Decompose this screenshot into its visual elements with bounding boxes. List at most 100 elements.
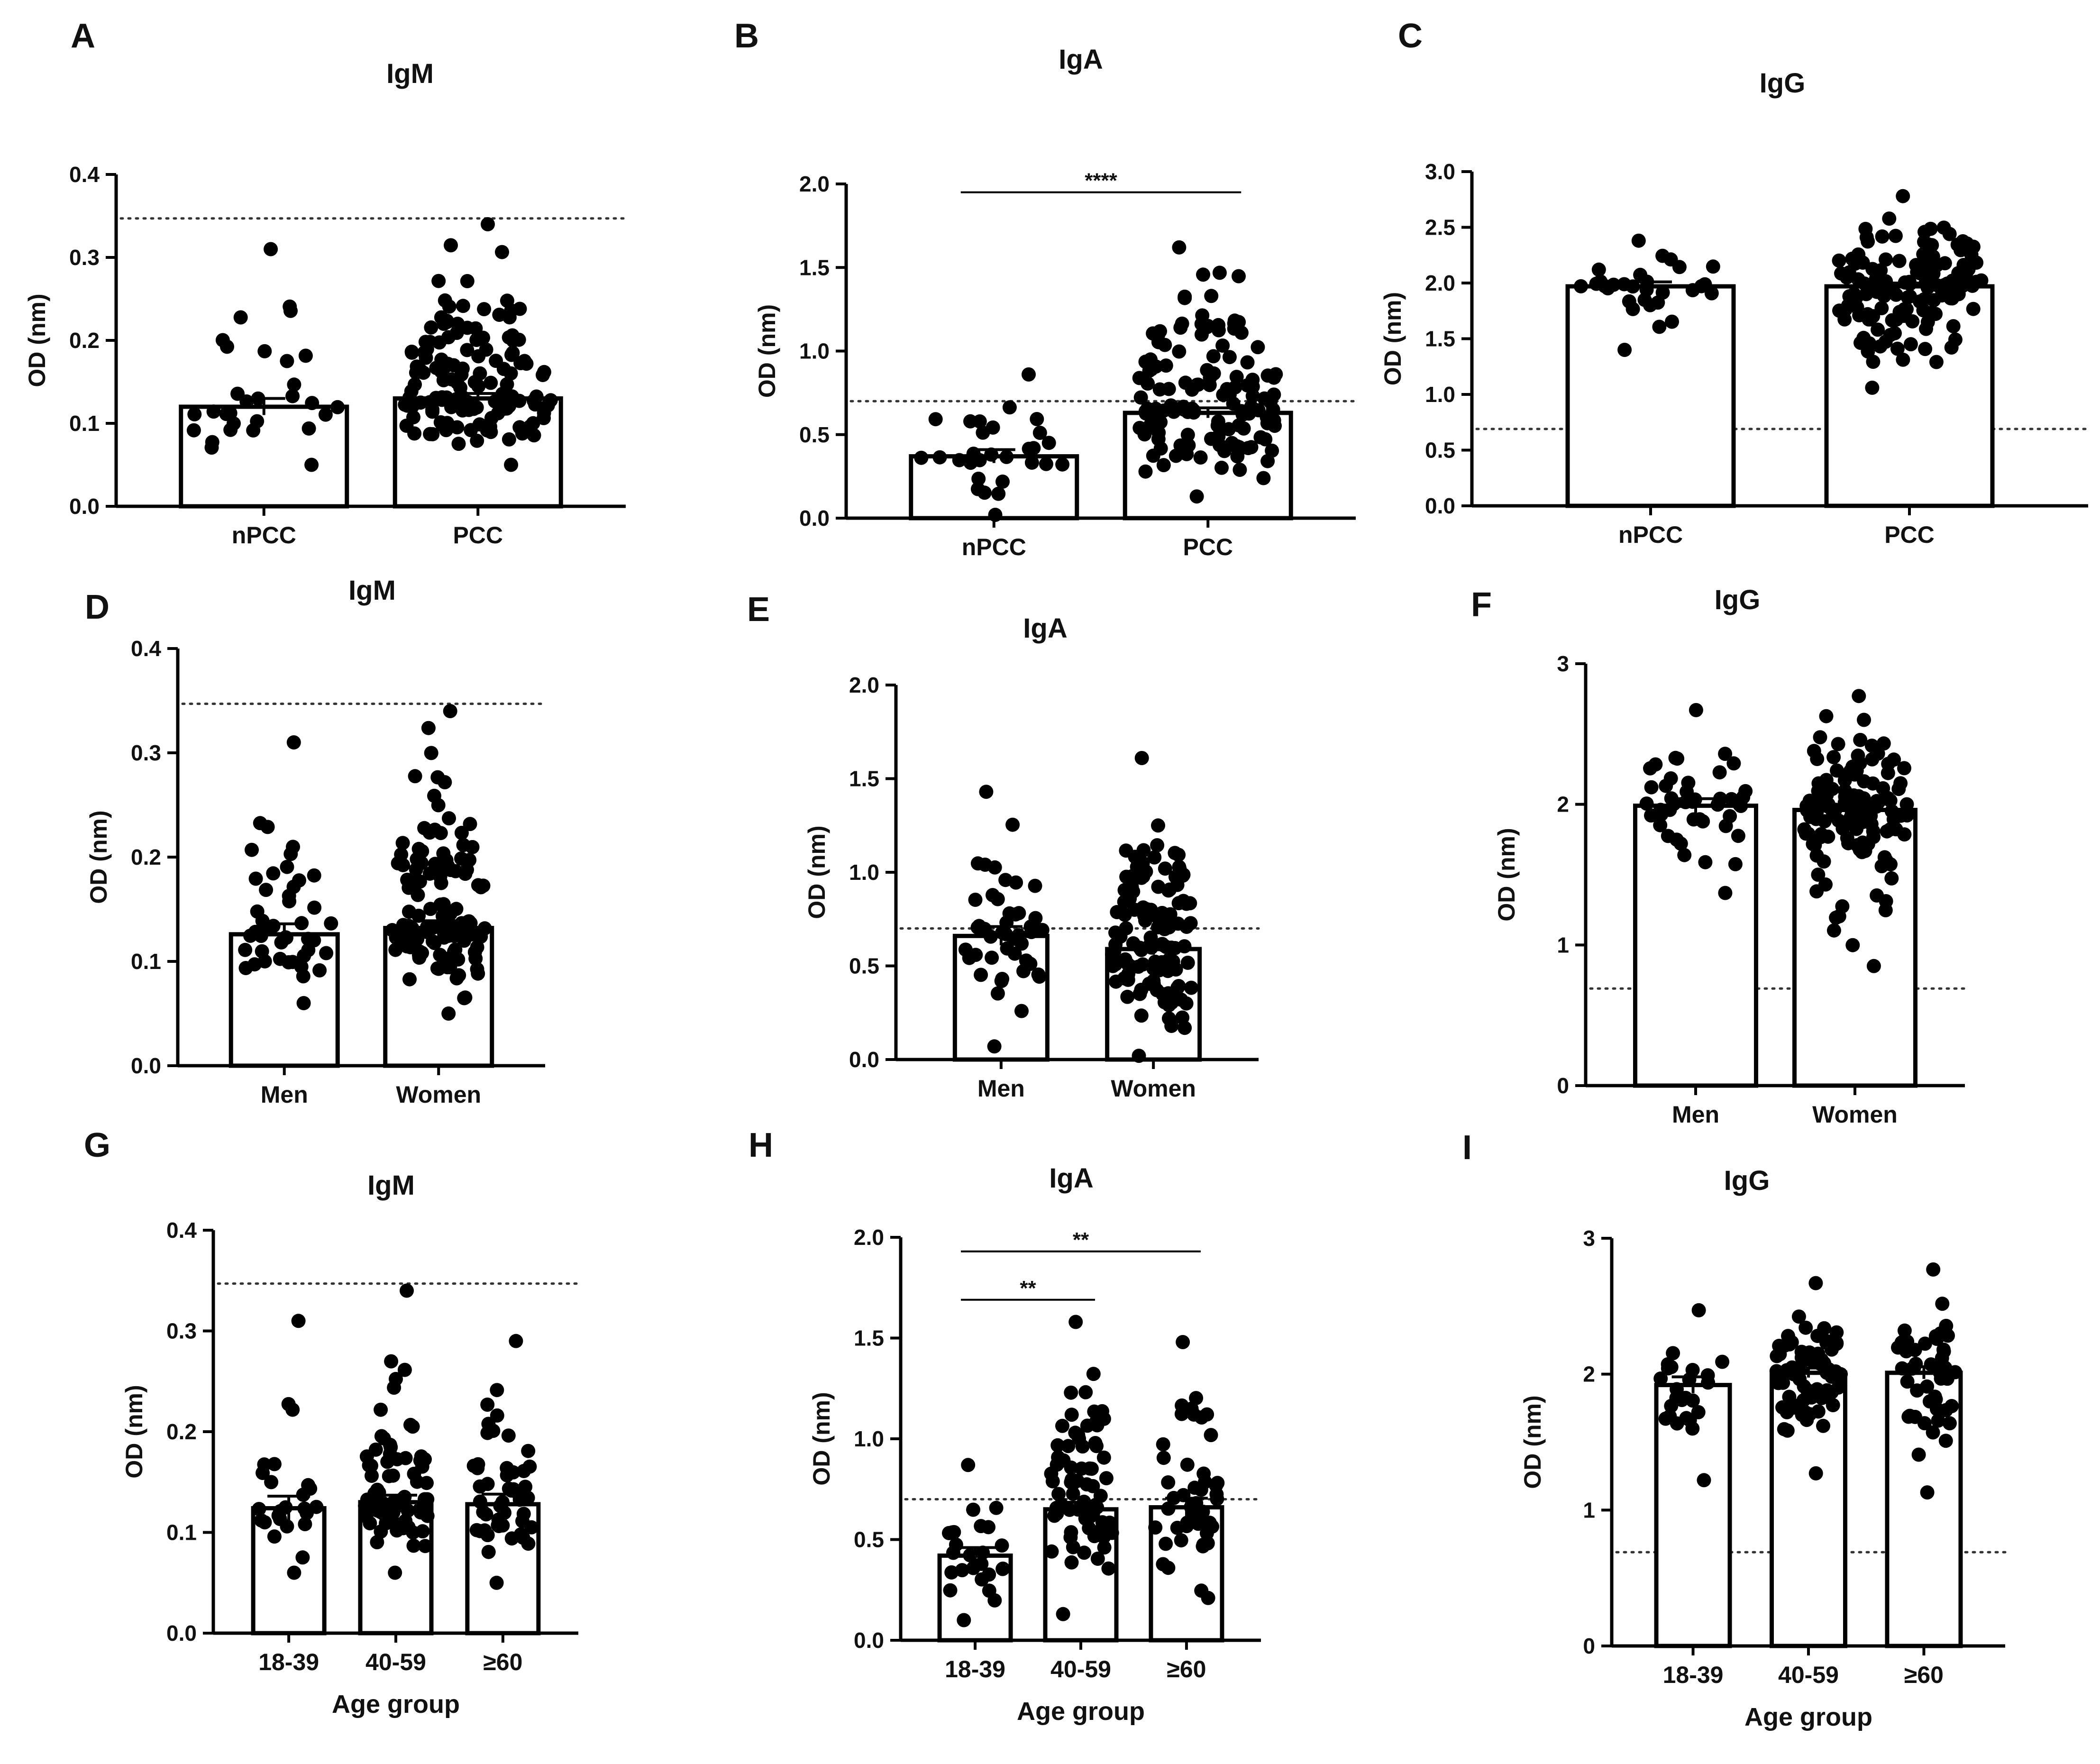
data-point <box>1212 265 1227 280</box>
data-point <box>491 1512 506 1527</box>
data-point <box>404 345 419 359</box>
data-point <box>1167 404 1181 419</box>
y-tick-label: 3.0 <box>1425 159 1455 184</box>
data-point <box>1858 844 1872 858</box>
data-point <box>363 1516 377 1531</box>
data-point <box>252 1502 266 1517</box>
y-tick-label: 1.5 <box>1425 327 1455 351</box>
data-point <box>282 888 296 903</box>
panel-title: IgM <box>367 1170 415 1201</box>
data-point <box>435 390 449 405</box>
data-point <box>1064 1472 1079 1487</box>
data-point <box>388 1565 402 1580</box>
data-point <box>1101 1561 1116 1576</box>
category-label: Women <box>396 1081 481 1108</box>
data-point <box>1171 848 1186 862</box>
data-point <box>974 968 988 982</box>
y-tick-label: 0.3 <box>131 740 161 765</box>
data-point <box>1664 1398 1679 1413</box>
data-point <box>1670 1382 1684 1397</box>
y-tick-label: 2 <box>1557 792 1569 817</box>
data-point <box>1811 1404 1826 1419</box>
data-point <box>1879 894 1893 908</box>
data-point <box>995 1562 1010 1576</box>
data-point <box>1574 279 1588 293</box>
data-point <box>384 1354 399 1369</box>
data-point <box>1681 776 1696 790</box>
data-point <box>976 1545 990 1560</box>
category-label: PCC <box>453 522 503 548</box>
data-point <box>1251 340 1265 355</box>
data-point <box>1891 782 1906 796</box>
data-point <box>440 920 455 935</box>
data-point <box>991 486 1006 501</box>
data-point <box>1897 1323 1912 1338</box>
data-point <box>1923 308 1937 323</box>
y-tick-label: 1 <box>1583 1498 1595 1522</box>
data-point <box>220 339 234 354</box>
data-point <box>390 1523 404 1538</box>
data-point <box>1196 267 1210 282</box>
data-point <box>259 883 274 897</box>
data-point <box>1178 375 1193 390</box>
x-axis-label: Age group <box>1017 1697 1145 1726</box>
data-point <box>1901 1409 1916 1424</box>
data-point <box>1663 771 1678 786</box>
data-point <box>287 1565 301 1580</box>
data-point <box>1617 343 1632 357</box>
data-point <box>1078 1385 1093 1399</box>
data-point <box>406 410 420 425</box>
data-point <box>398 397 412 412</box>
data-point <box>267 1529 282 1544</box>
data-point <box>1209 1478 1223 1493</box>
data-point <box>1099 1471 1114 1486</box>
data-point <box>1845 938 1860 952</box>
y-tick-label: 0.1 <box>166 1520 197 1545</box>
data-point <box>1865 380 1880 395</box>
data-point <box>1206 349 1221 364</box>
data-point <box>382 1469 396 1483</box>
category-label: Men <box>1672 1101 1719 1128</box>
data-point <box>260 820 275 834</box>
data-point <box>255 944 269 959</box>
data-point <box>440 960 455 975</box>
data-point <box>1895 1361 1909 1376</box>
data-point <box>1227 321 1242 336</box>
y-tick-label: 0 <box>1583 1634 1595 1658</box>
data-point <box>301 932 315 946</box>
data-point <box>962 951 977 965</box>
data-point <box>1050 1438 1065 1453</box>
data-point <box>400 1283 414 1298</box>
data-point <box>1677 848 1692 862</box>
y-tick-label: 0.5 <box>1425 438 1455 463</box>
y-axis-label: OD (nm) <box>808 1392 835 1485</box>
data-point <box>513 356 528 370</box>
data-point <box>1817 814 1832 829</box>
data-point <box>474 880 488 895</box>
y-axis-label: OD (nm) <box>24 293 50 387</box>
data-point <box>1617 277 1632 292</box>
data-point <box>424 746 438 760</box>
data-point <box>1951 266 1966 281</box>
data-point <box>471 379 486 393</box>
data-point <box>914 450 929 465</box>
data-point <box>1857 713 1871 727</box>
data-point <box>1884 871 1899 886</box>
data-point <box>410 1474 424 1489</box>
data-point <box>1176 1488 1191 1502</box>
data-point <box>1890 341 1905 356</box>
data-point <box>932 450 947 465</box>
data-point <box>1028 878 1042 893</box>
data-point <box>1075 1439 1090 1454</box>
data-point <box>1175 1398 1189 1413</box>
data-point <box>300 1506 314 1520</box>
y-tick-label: 3 <box>1557 651 1569 676</box>
data-point <box>1064 1408 1079 1422</box>
panel-title: IgM <box>348 575 396 606</box>
data-point <box>298 1517 312 1531</box>
data-point <box>963 456 978 470</box>
data-point <box>1146 448 1160 463</box>
data-point <box>285 1402 300 1417</box>
data-point <box>1110 905 1124 919</box>
data-point <box>257 1515 272 1530</box>
